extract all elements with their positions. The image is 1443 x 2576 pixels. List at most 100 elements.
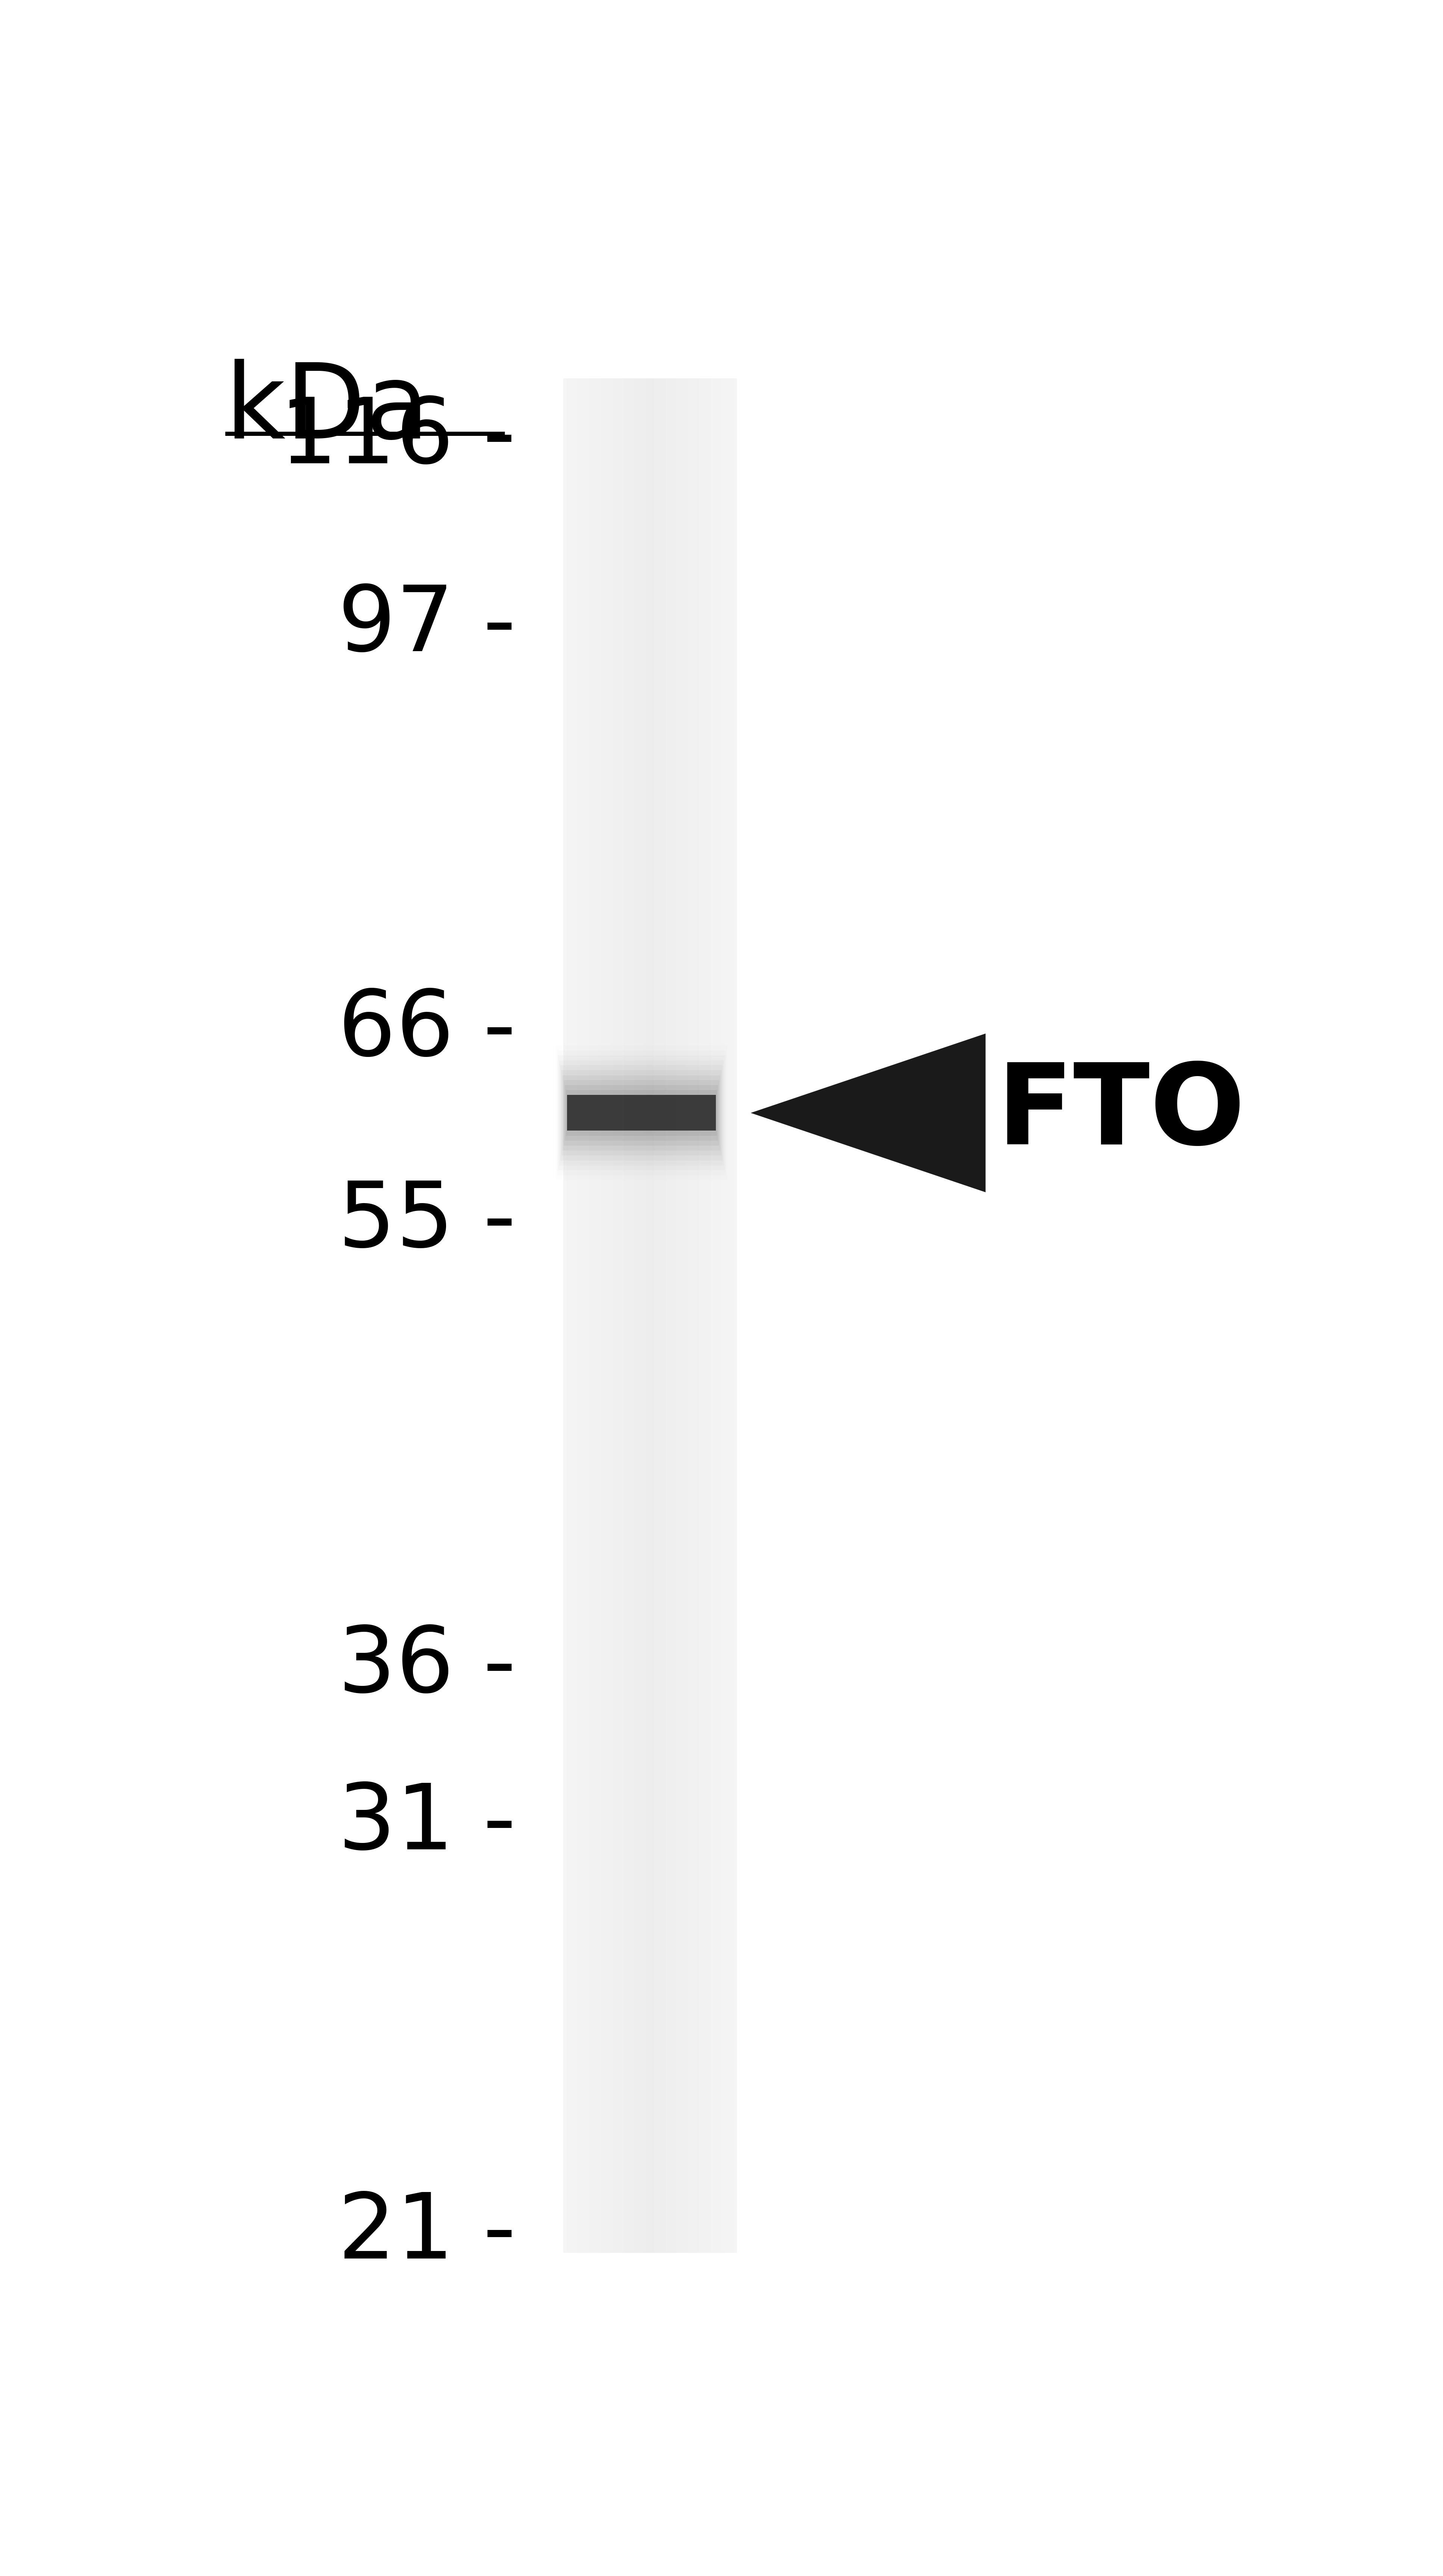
Bar bbox=[648, 379, 649, 2254]
Bar bbox=[558, 1056, 724, 1170]
Bar bbox=[694, 379, 696, 2254]
Bar bbox=[638, 379, 639, 2254]
Bar bbox=[719, 379, 720, 2254]
Bar bbox=[569, 379, 570, 2254]
Bar bbox=[661, 379, 662, 2254]
Bar bbox=[711, 379, 713, 2254]
Bar bbox=[609, 379, 610, 2254]
Bar bbox=[736, 379, 737, 2254]
Bar bbox=[664, 379, 665, 2254]
Bar bbox=[582, 379, 583, 2254]
Bar bbox=[560, 1066, 723, 1162]
Bar bbox=[619, 379, 620, 2254]
Bar bbox=[698, 379, 700, 2254]
Bar bbox=[688, 379, 690, 2254]
Bar bbox=[701, 379, 703, 2254]
Bar bbox=[623, 379, 625, 2254]
Bar bbox=[595, 379, 596, 2254]
Bar bbox=[561, 1072, 722, 1157]
Bar bbox=[659, 379, 661, 2254]
Bar bbox=[704, 379, 706, 2254]
Bar bbox=[564, 1084, 719, 1141]
Bar bbox=[687, 379, 688, 2254]
Bar bbox=[668, 379, 670, 2254]
Bar bbox=[600, 379, 602, 2254]
Text: 66 -: 66 - bbox=[338, 987, 517, 1074]
Bar bbox=[675, 379, 677, 2254]
Bar bbox=[658, 379, 659, 2254]
Bar bbox=[602, 379, 603, 2254]
Bar bbox=[720, 379, 722, 2254]
Bar bbox=[690, 379, 691, 2254]
Text: 31 -: 31 - bbox=[338, 1780, 517, 1868]
Bar bbox=[707, 379, 709, 2254]
Bar bbox=[729, 379, 730, 2254]
Bar bbox=[642, 379, 644, 2254]
Bar bbox=[685, 379, 687, 2254]
Bar bbox=[677, 379, 678, 2254]
Bar bbox=[629, 379, 631, 2254]
Bar bbox=[615, 379, 616, 2254]
Bar bbox=[671, 379, 672, 2254]
Bar bbox=[610, 379, 612, 2254]
Bar bbox=[646, 379, 648, 2254]
Text: FTO: FTO bbox=[997, 1059, 1245, 1167]
Text: 21 -: 21 - bbox=[338, 2190, 517, 2277]
Bar bbox=[632, 379, 633, 2254]
Bar bbox=[710, 379, 711, 2254]
Bar bbox=[605, 379, 606, 2254]
Bar bbox=[587, 379, 589, 2254]
Bar bbox=[674, 379, 675, 2254]
Bar bbox=[622, 379, 623, 2254]
Bar bbox=[706, 379, 707, 2254]
Bar bbox=[613, 379, 615, 2254]
Text: 116 -: 116 - bbox=[280, 394, 517, 482]
Bar bbox=[631, 379, 632, 2254]
Bar bbox=[724, 379, 726, 2254]
Bar bbox=[713, 379, 714, 2254]
Bar bbox=[703, 379, 704, 2254]
Bar bbox=[571, 379, 573, 2254]
Bar bbox=[672, 379, 674, 2254]
Bar bbox=[727, 379, 729, 2254]
Text: 36 -: 36 - bbox=[338, 1623, 517, 1710]
Bar bbox=[620, 379, 622, 2254]
Bar bbox=[633, 379, 635, 2254]
Bar bbox=[709, 379, 710, 2254]
Bar bbox=[566, 379, 567, 2254]
Polygon shape bbox=[750, 1033, 986, 1193]
Bar bbox=[626, 379, 628, 2254]
Bar bbox=[612, 379, 613, 2254]
Bar bbox=[652, 379, 654, 2254]
Bar bbox=[714, 379, 716, 2254]
Bar bbox=[566, 1090, 717, 1136]
Bar bbox=[558, 1061, 724, 1167]
Bar bbox=[616, 379, 618, 2254]
Bar bbox=[732, 379, 733, 2254]
Text: kDa: kDa bbox=[225, 358, 430, 461]
Bar bbox=[700, 379, 701, 2254]
Bar bbox=[608, 379, 609, 2254]
Bar bbox=[586, 379, 587, 2254]
Bar bbox=[563, 1074, 720, 1151]
Bar bbox=[726, 379, 727, 2254]
Bar bbox=[577, 379, 579, 2254]
Bar bbox=[716, 379, 717, 2254]
Bar bbox=[655, 379, 657, 2254]
Bar bbox=[734, 379, 736, 2254]
Bar bbox=[635, 379, 636, 2254]
Bar bbox=[667, 379, 668, 2254]
Bar bbox=[696, 379, 697, 2254]
Bar bbox=[625, 379, 626, 2254]
Bar bbox=[691, 379, 693, 2254]
Bar bbox=[645, 379, 646, 2254]
Bar bbox=[628, 379, 629, 2254]
Bar bbox=[564, 1079, 719, 1146]
Bar bbox=[603, 379, 605, 2254]
Bar bbox=[557, 1051, 726, 1175]
Bar bbox=[573, 379, 574, 2254]
Bar bbox=[733, 379, 734, 2254]
Bar bbox=[563, 379, 564, 2254]
Bar bbox=[681, 379, 683, 2254]
Bar bbox=[665, 379, 667, 2254]
